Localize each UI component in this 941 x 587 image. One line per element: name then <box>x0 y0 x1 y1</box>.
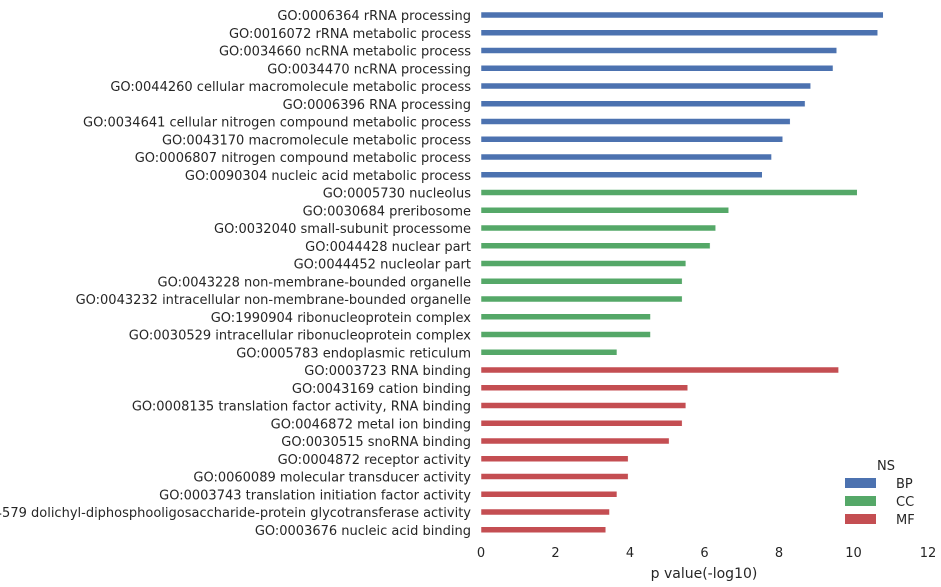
legend-swatch-mf <box>845 514 876 524</box>
category-label-3: GO:0034660 ncRNA metabolic process <box>219 45 471 60</box>
category-label-12: GO:0030684 preribosome <box>303 204 471 219</box>
legend-swatch-cc <box>845 496 876 506</box>
legend: NS BP CC MF <box>845 459 915 528</box>
category-label-27: GO:0060089 molecular transducer activity <box>193 471 471 486</box>
category-labels-layer: GO:0006364 rRNA processing GO:0016072 rRN… <box>0 9 471 539</box>
bar-11 <box>480 189 858 196</box>
bar-18 <box>480 313 651 320</box>
category-label-25: GO:0030515 snoRNA binding <box>281 435 471 450</box>
x-tick-label-4: 4 <box>626 546 634 561</box>
bar-3 <box>480 47 837 54</box>
category-label-14: GO:0044428 nuclear part <box>305 240 471 255</box>
legend-label-mf: MF <box>896 513 915 528</box>
bar-27 <box>480 473 629 480</box>
category-label-1: GO:0006364 rRNA processing <box>277 9 471 24</box>
bar-15 <box>480 260 687 267</box>
bar-2 <box>480 29 878 36</box>
x-ticks-layer: 0 2 4 6 8 10 12 <box>477 546 936 561</box>
category-label-30: GO:0003676 nucleic acid binding <box>255 524 471 539</box>
bar-4 <box>480 65 834 72</box>
category-label-4: GO:0034470 ncRNA processing <box>267 62 471 77</box>
category-label-19: GO:0030529 intracellular ribonucleoprote… <box>129 329 472 344</box>
bar-20 <box>480 349 618 356</box>
bar-16 <box>480 278 683 285</box>
category-label-9: GO:0006807 nitrogen compound metabolic p… <box>135 151 472 166</box>
category-label-23: GO:0008135 translation factor activity, … <box>132 400 471 415</box>
bar-13 <box>480 224 716 232</box>
category-label-2: GO:0016072 rRNA metabolic process <box>229 27 471 42</box>
x-tick-label-12: 12 <box>920 546 937 561</box>
bar-7 <box>480 118 791 125</box>
bar-9 <box>480 153 772 161</box>
category-label-15: GO:0044452 nucleolar part <box>294 258 471 273</box>
category-label-16: GO:0043228 non-membrane-bounded organell… <box>158 275 472 290</box>
category-label-26: GO:0004872 receptor activity <box>278 453 472 468</box>
x-tick-label-0: 0 <box>477 546 485 561</box>
bar-8 <box>480 136 783 143</box>
legend-label-bp: BP <box>896 477 913 492</box>
category-label-29: GO:0004579 dolichyl-diphosphooligosaccha… <box>0 506 471 521</box>
category-label-17: GO:0043232 intracellular non-membrane-bo… <box>76 293 471 308</box>
bar-14 <box>480 242 711 249</box>
category-label-13: GO:0032040 small-subunit processome <box>214 222 471 237</box>
legend-label-cc: CC <box>896 495 914 510</box>
x-tick-label-2: 2 <box>551 546 559 561</box>
legend-swatch-bp <box>845 478 876 488</box>
bar-25 <box>480 437 670 445</box>
bars-layer <box>480 11 884 533</box>
bar-22 <box>480 384 688 391</box>
category-label-18: GO:1990904 ribonucleoprotein complex <box>211 311 472 326</box>
legend-title: NS <box>877 459 895 474</box>
x-axis-label: p value(-log10) <box>651 566 758 582</box>
bar-24 <box>480 420 683 427</box>
x-tick-label-6: 6 <box>700 546 708 561</box>
category-label-20: GO:0005783 endoplasmic reticulum <box>236 346 471 361</box>
bar-17 <box>480 295 683 303</box>
x-tick-label-10: 10 <box>845 546 862 561</box>
bar-28 <box>480 491 618 498</box>
category-label-21: GO:0003723 RNA binding <box>304 364 471 379</box>
category-label-11: GO:0005730 nucleolus <box>323 187 472 202</box>
bar-23 <box>480 402 687 409</box>
bar-21 <box>480 366 839 374</box>
category-label-24: GO:0046872 metal ion binding <box>271 417 471 432</box>
category-label-5: GO:0044260 cellular macromolecule metabo… <box>110 80 471 95</box>
category-label-6: GO:0006396 RNA processing <box>283 98 471 113</box>
bar-1 <box>480 11 884 19</box>
bar-29 <box>480 508 610 516</box>
category-label-22: GO:0043169 cation binding <box>292 382 471 397</box>
bar-5 <box>480 82 811 90</box>
category-label-10: GO:0090304 nucleic acid metabolic proces… <box>185 169 471 184</box>
category-label-7: GO:0034641 cellular nitrogen compound me… <box>83 116 471 131</box>
bar-6 <box>480 100 806 107</box>
category-label-8: GO:0043170 macromolecule metabolic proce… <box>162 133 471 148</box>
category-label-28: GO:0003743 translation initiation factor… <box>159 488 471 503</box>
bar-10 <box>480 171 763 178</box>
bar-30 <box>480 526 607 533</box>
bar-26 <box>480 455 629 462</box>
x-tick-label-8: 8 <box>775 546 783 561</box>
bar-19 <box>480 331 651 338</box>
bar-12 <box>480 207 729 214</box>
